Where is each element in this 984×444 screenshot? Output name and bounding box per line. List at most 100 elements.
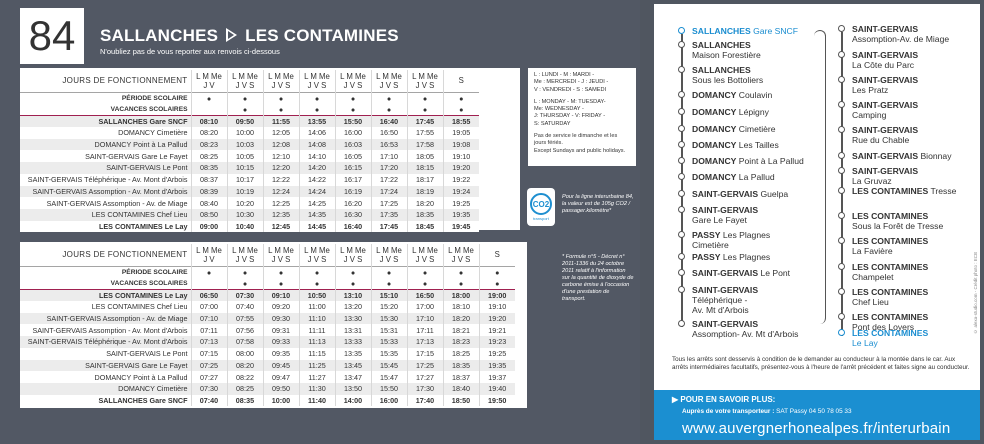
departure-time: 09:50 [226, 114, 263, 128]
table-row: SAINT-GERVAIS Téléphérique - Av. Mont d'… [20, 173, 479, 186]
departure-time: 18:15 [406, 162, 443, 174]
departure-time: 17:24 [370, 185, 407, 198]
day-line-1: L M Me [304, 245, 330, 255]
stop-dot-icon [678, 41, 685, 48]
transporter-line: Auprès de votre transporteur : SAT Passy… [682, 408, 852, 415]
triangle-arrow-icon [226, 28, 238, 42]
departure-time: 10:05 [226, 150, 263, 163]
stop-name: LES CONTAMINES Chef Lieu [20, 208, 191, 221]
period-mark: ● [478, 265, 515, 278]
day-column-header: L M Me J V S [262, 244, 299, 266]
route-loop-connector [814, 30, 826, 324]
stop-name: SAINT-GERVAIS Assomption - Av. de Miage [20, 197, 191, 209]
day-line-1: L M Me [376, 71, 402, 81]
departure-time: 07:40 [190, 394, 227, 407]
departure-time: 19:20 [442, 162, 479, 174]
route-stop: SAINT-GERVAIS Assomption-Av. de Miage [852, 24, 949, 44]
stop-town: SAINT-GERVAIS [852, 75, 919, 85]
departure-time: 13:45 [334, 359, 371, 372]
departure-time: 08:35 [226, 394, 263, 407]
stop-place: Les Plagnes [720, 230, 771, 240]
co2-info-logo: CO2 transport [527, 188, 555, 226]
stop-name: SAINT-GERVAIS Assomption - Av. de Miage [20, 312, 191, 325]
departure-time: 18:35 [406, 208, 443, 221]
day-column-header: S [442, 70, 479, 92]
departure-time: 16:19 [334, 185, 371, 198]
departure-time: 19:22 [442, 173, 479, 186]
line-number: 84 [28, 12, 76, 59]
stop-town: LES CONTAMINES [852, 236, 929, 246]
departure-time: 08:20 [226, 359, 263, 372]
stop-town: SAINT-GERVAIS [852, 166, 919, 176]
route-stop: PASSY Les Plagnes Cimetière [692, 230, 770, 250]
period-mark: ● [370, 277, 407, 290]
departure-time: 10:20 [226, 197, 263, 209]
stop-town: SAINT-GERVAIS [692, 319, 759, 329]
stop-place-2: Champelet [852, 272, 894, 282]
period-mark: ● [334, 277, 371, 290]
departure-time: 13:55 [298, 114, 335, 128]
period-label: VACANCES SCOLAIRES [110, 105, 188, 113]
departure-time: 12:20 [262, 162, 299, 174]
departure-time: 18:20 [442, 312, 479, 325]
stop-place-2: Rue du Chable [852, 135, 910, 145]
departure-time: 11:55 [262, 114, 299, 128]
stop-place-2: La Favière [852, 246, 893, 256]
stop-dot-icon [678, 173, 685, 180]
departure-time: 19:45 [442, 220, 479, 233]
departure-time: 19:08 [442, 138, 479, 151]
stop-place-2: Assomption- Av. Mt d'Arbois [692, 329, 799, 339]
day-column-header: L M Me J V S [226, 244, 263, 266]
departure-time: 16:15 [334, 162, 371, 174]
departure-time: 16:20 [334, 197, 371, 209]
day-line-1: L M Me [340, 245, 366, 255]
departure-time: 08:10 [190, 114, 227, 128]
departure-time: 15:33 [370, 336, 407, 348]
co2-note: Pour la ligne interurbaine 84, la valeur… [562, 194, 634, 214]
route-stop: DOMANCY Coulavin [692, 90, 772, 100]
departure-time: 16:50 [370, 127, 407, 139]
stop-place-2: Pont des Loyers [852, 322, 915, 332]
departure-time: 14:00 [334, 394, 371, 407]
departure-time: 11:00 [298, 301, 335, 313]
day-column-header: S [478, 244, 515, 266]
stop-dot-icon [838, 76, 845, 83]
departure-time: 17:30 [406, 382, 443, 395]
table-row: LES CONTAMINES Chef Lieu 08:50 10:30 12:35 1… [20, 208, 479, 221]
decree-note: * Formule n°5 - Décret n° 2011-1336 du 2… [562, 254, 634, 302]
departure-time: 11:30 [298, 382, 335, 395]
day-line-1: S [494, 250, 500, 260]
period-row: PÉRIODE SCOLAIRE ● ● ● ● ● ● ● ● [20, 91, 479, 104]
legend-note-en: Except Sundays and public holidays. [534, 147, 626, 154]
stop-name: SAINT-GERVAIS Le Pont [20, 162, 191, 174]
stop-dot-icon [838, 51, 845, 58]
departure-time: 18:35 [442, 359, 479, 372]
stop-dot-icon [838, 329, 845, 336]
departure-time: 19:23 [478, 336, 515, 348]
route-stop: SAINT-GERVAIS La Gruvaz [852, 166, 918, 186]
route-line [841, 32, 843, 336]
departure-time: 10:19 [226, 185, 263, 198]
route-stop: PASSY Les Plagnes [692, 252, 770, 262]
table-row: SAINT-GERVAIS Le Pont 07:15 08:00 09:35 11:1… [20, 347, 515, 360]
departure-time: 08:35 [190, 162, 227, 174]
table-row: LES CONTAMINES Le Lay 09:00 10:40 12:45 14:4… [20, 220, 479, 233]
route-subtitle: N'oubliez pas de vous reporter aux renvo… [100, 47, 280, 56]
table-row: DOMANCY Point à La Pallud 08:23 10:03 12:08… [20, 138, 479, 151]
departure-time: 10:30 [226, 208, 263, 221]
stop-name: SAINT-GERVAIS Téléphérique - Av. Mont d'… [20, 336, 191, 348]
departure-time: 15:47 [370, 371, 407, 383]
stop-place: La Pallud [736, 172, 775, 182]
info-url[interactable]: www.auvergnerhonealpes.fr/interurbain [682, 420, 951, 437]
stop-place: Guelpa [758, 189, 789, 199]
departure-time: 16:17 [334, 173, 371, 186]
departure-time: 17:45 [406, 114, 443, 128]
period-mark: ● [442, 265, 479, 278]
departure-time: 11:27 [298, 371, 335, 383]
departure-time: 18:00 [442, 288, 479, 302]
route-stop: DOMANCY La Pallud [692, 172, 775, 182]
stop-name: SAINT-GERVAIS Assomption - Av. Mont d'Ar… [20, 324, 191, 337]
day-column-header: L M Me J V S [370, 70, 407, 92]
stop-town: LES CONTAMINES [852, 312, 929, 322]
departure-time: 10:03 [226, 138, 263, 151]
